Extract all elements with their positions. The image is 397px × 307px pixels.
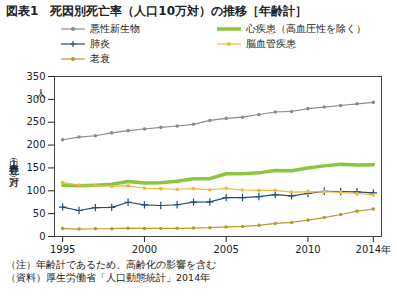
svg-text:350: 350: [26, 71, 45, 82]
html-text:図表1 死因別死亡率（人口10万対）の推移［年齢計］: 図表1 死因別死亡率（人口10万対）の推移［年齢計］: [6, 4, 308, 18]
svg-text:2000: 2000: [132, 244, 157, 255]
svg-text:300: 300: [26, 93, 46, 105]
svg-text:人: 人: [36, 88, 46, 99]
svg-text:150: 150: [26, 162, 45, 173]
svg-text:100: 100: [26, 185, 45, 196]
svg-text:200: 200: [26, 139, 45, 150]
svg-text:1995: 1995: [50, 244, 75, 255]
svg-text:2010: 2010: [295, 244, 320, 255]
html-text:心疾患（高血圧性を除く）: 心疾患（高血圧性を除く）: [246, 23, 366, 34]
html-text:脳血管疾患: 脳血管疾患: [246, 38, 296, 49]
svg-text:2005: 2005: [213, 244, 238, 255]
html-text:（注）年齢計であるため、高齢化の影響を含む: （注）年齢計であるため、高齢化の影響を含む: [6, 259, 216, 270]
html-text:肺炎: 肺炎: [90, 38, 110, 49]
svg-text:0: 0: [39, 231, 45, 242]
svg-text:2014年: 2014年: [356, 244, 391, 255]
html-text:老衰: 老衰: [90, 53, 110, 64]
svg-text:250: 250: [26, 116, 45, 127]
html-text:（資料）厚生労働省「人口動態統計」2014年: （資料）厚生労働省「人口動態統計」2014年: [6, 272, 211, 283]
html-text:死亡率（人口１０万対）: 死亡率（人口１０万対）: [8, 157, 19, 167]
html-text:悪性新生物: 悪性新生物: [90, 23, 140, 34]
svg-text:50: 50: [33, 208, 46, 219]
